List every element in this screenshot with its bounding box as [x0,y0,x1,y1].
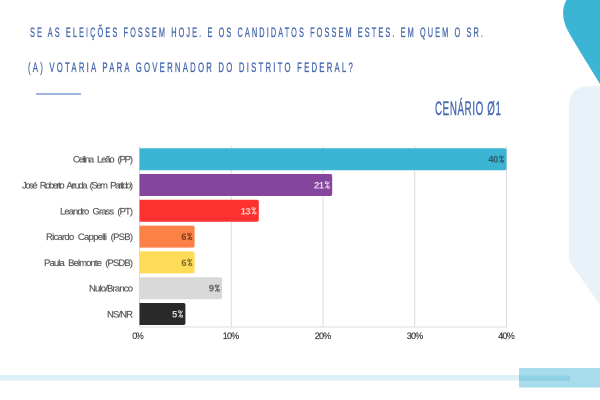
svg-text:NS/NR: NS/NR [107,310,133,321]
svg-text:CENÁRIO Ø1: CENÁRIO Ø1 [435,99,502,120]
svg-text:0: 0 [493,155,498,166]
svg-text:5: 5 [172,310,178,321]
svg-text:0%: 0% [132,331,144,341]
svg-text:20%: 20% [315,331,332,341]
svg-text:9: 9 [209,284,214,295]
svg-text:40%: 40% [498,331,515,341]
svg-text:4: 4 [488,155,494,166]
svg-text:2: 2 [314,181,319,192]
svg-text:10%: 10% [223,331,240,341]
svg-text:Ricardo Cappelli (PSB): Ricardo Cappelli (PSB) [46,232,133,243]
svg-text:Nulo/Branco: Nulo/Branco [89,284,133,295]
svg-text:Paula Belmonte (PSDB): Paula Belmonte (PSDB) [44,258,133,269]
svg-text:6: 6 [181,232,186,243]
svg-text:SE AS ELEIÇÕES FOSSEM HOJE. E: SE AS ELEIÇÕES FOSSEM HOJE. E OS CANDIDA… [30,24,485,40]
svg-text:José Roberto Arruda (Sem Parti: José Roberto Arruda (Sem Partido) [22,181,133,192]
svg-text:30%: 30% [407,331,424,341]
svg-text:3: 3 [245,206,250,217]
svg-text:Celina Leão (PP): Celina Leão (PP) [73,155,133,166]
svg-text:1: 1 [319,181,325,192]
svg-text:6: 6 [181,258,186,269]
svg-text:Leandro Grass (PT): Leandro Grass (PT) [60,206,133,217]
svg-text:1: 1 [241,206,247,217]
svg-text:(A) VOTARIA PARA GOVERNADOR DO: (A) VOTARIA PARA GOVERNADOR DO DISTRITO … [28,59,355,75]
